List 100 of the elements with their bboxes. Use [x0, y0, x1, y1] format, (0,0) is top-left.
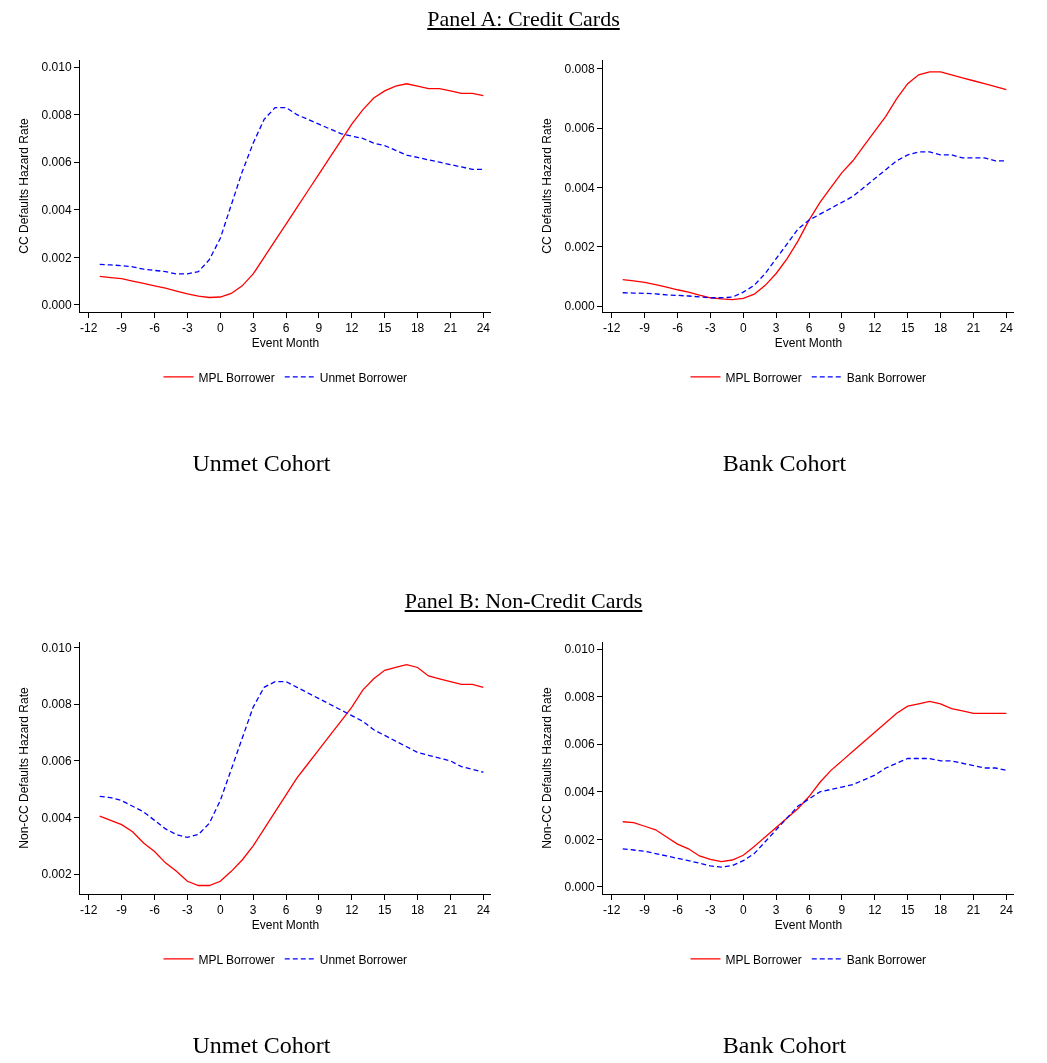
text: Bank Cohort	[721, 450, 848, 477]
x-tick-label: -9	[639, 321, 651, 336]
x-tick-label: 9	[838, 321, 846, 336]
y-tick-label: 0.000	[41, 298, 72, 313]
y-axis-title: Non-CC Defaults Hazard Rate	[16, 686, 31, 849]
x-tick-label: 3	[772, 903, 780, 918]
line-series	[622, 700, 1007, 863]
x-tick-label: 3	[772, 321, 780, 336]
line-series	[99, 83, 484, 299]
x-tick-label: 12	[345, 321, 359, 336]
x-tick-label: -6	[672, 321, 684, 336]
x-tick-label: 0	[739, 903, 747, 918]
y-tick-label: 0.000	[564, 880, 595, 895]
x-tick-label: 21	[443, 321, 458, 336]
y-axis-title: CC Defaults Hazard Rate	[539, 117, 554, 254]
x-tick-label: 18	[933, 321, 948, 336]
y-tick-label: 0.004	[41, 810, 72, 825]
y-tick-label: 0.004	[564, 784, 595, 799]
y-tick-label: 0.008	[564, 689, 595, 704]
legend-label: Bank Borrower	[846, 370, 927, 385]
x-axis-title: Event Month	[251, 336, 320, 351]
chart-title: Panel A: Credit Cards	[427, 6, 620, 31]
x-tick-label: -12	[603, 321, 621, 336]
x-tick-label: -9	[116, 321, 128, 336]
y-tick-label: 0.004	[564, 180, 595, 195]
legend-label: MPL Borrower	[198, 952, 275, 967]
x-tick-label: -6	[149, 321, 161, 336]
y-tick-label: 0.002	[41, 250, 72, 265]
x-tick-label: 18	[933, 903, 948, 918]
x-tick-label: -6	[149, 903, 161, 918]
x-tick-label: 21	[966, 321, 981, 336]
x-tick-label: 18	[410, 903, 425, 918]
x-tick-label: 15	[901, 321, 915, 336]
x-tick-label: 24	[476, 903, 491, 918]
x-tick-label: -9	[116, 903, 128, 918]
x-tick-label: 15	[901, 903, 915, 918]
legend-label: MPL Borrower	[198, 370, 275, 385]
line-series	[99, 680, 484, 839]
legend-label: Unmet Borrower	[319, 952, 408, 967]
y-tick-label: 0.006	[41, 754, 72, 769]
x-tick-label: 6	[805, 321, 813, 336]
x-tick-label: 0	[216, 321, 224, 336]
x-tick-label: -6	[672, 903, 684, 918]
y-axis-title: CC Defaults Hazard Rate	[16, 117, 31, 254]
y-tick-label: 0.002	[564, 832, 595, 847]
x-tick-label: 6	[282, 321, 290, 336]
x-tick-label: 24	[999, 321, 1014, 336]
text: Unmet Cohort	[191, 1032, 332, 1059]
text: Unmet Cohort	[191, 450, 332, 477]
x-tick-label: 15	[378, 321, 392, 336]
x-tick-label: 3	[249, 321, 257, 336]
legend-label: Unmet Borrower	[319, 370, 408, 385]
x-tick-label: 21	[443, 903, 458, 918]
x-tick-label: 12	[345, 903, 359, 918]
y-tick-label: 0.010	[41, 60, 72, 75]
x-tick-label: 21	[966, 903, 981, 918]
x-tick-label: 6	[805, 903, 813, 918]
x-tick-label: -3	[182, 321, 194, 336]
x-tick-label: 3	[249, 903, 257, 918]
x-tick-label: -12	[80, 903, 98, 918]
x-tick-label: 9	[838, 903, 846, 918]
line-series	[99, 106, 484, 275]
y-tick-label: 0.006	[564, 737, 595, 752]
y-tick-label: 0.008	[564, 62, 595, 77]
y-tick-label: 0.004	[41, 202, 72, 217]
x-axis-title: Event Month	[774, 336, 843, 351]
x-tick-label: 18	[410, 321, 425, 336]
x-tick-label: 9	[315, 903, 323, 918]
x-axis-title: Event Month	[251, 918, 320, 933]
y-tick-label: 0.000	[564, 299, 595, 314]
line-series	[99, 664, 484, 887]
x-tick-label: -3	[705, 321, 717, 336]
chart-title: Panel B: Non-Credit Cards	[404, 588, 643, 613]
legend-label: Bank Borrower	[846, 952, 927, 967]
x-tick-label: 12	[868, 903, 882, 918]
y-tick-label: 0.008	[41, 107, 72, 122]
legend-label: MPL Borrower	[725, 370, 802, 385]
x-tick-label: 9	[315, 321, 323, 336]
y-tick-label: 0.006	[41, 155, 72, 170]
line-series	[622, 151, 1007, 299]
y-tick-label: 0.010	[564, 642, 595, 657]
y-tick-label: 0.006	[564, 121, 595, 136]
x-tick-label: 15	[378, 903, 392, 918]
x-tick-label: 24	[999, 903, 1014, 918]
y-tick-label: 0.002	[41, 867, 72, 882]
line-series	[622, 71, 1007, 301]
x-tick-label: 24	[476, 321, 491, 336]
y-tick-label: 0.008	[41, 697, 72, 712]
x-tick-label: 12	[868, 321, 882, 336]
x-axis-title: Event Month	[774, 918, 843, 933]
x-tick-label: -12	[603, 903, 621, 918]
y-tick-label: 0.002	[564, 239, 595, 254]
text: Bank Cohort	[721, 1032, 848, 1059]
y-axis-title: Non-CC Defaults Hazard Rate	[539, 686, 554, 849]
x-tick-label: 0	[216, 903, 224, 918]
x-tick-label: -3	[705, 903, 717, 918]
x-tick-label: -12	[80, 321, 98, 336]
line-series	[622, 757, 1007, 868]
x-tick-label: 0	[739, 321, 747, 336]
x-tick-label: -9	[639, 903, 651, 918]
